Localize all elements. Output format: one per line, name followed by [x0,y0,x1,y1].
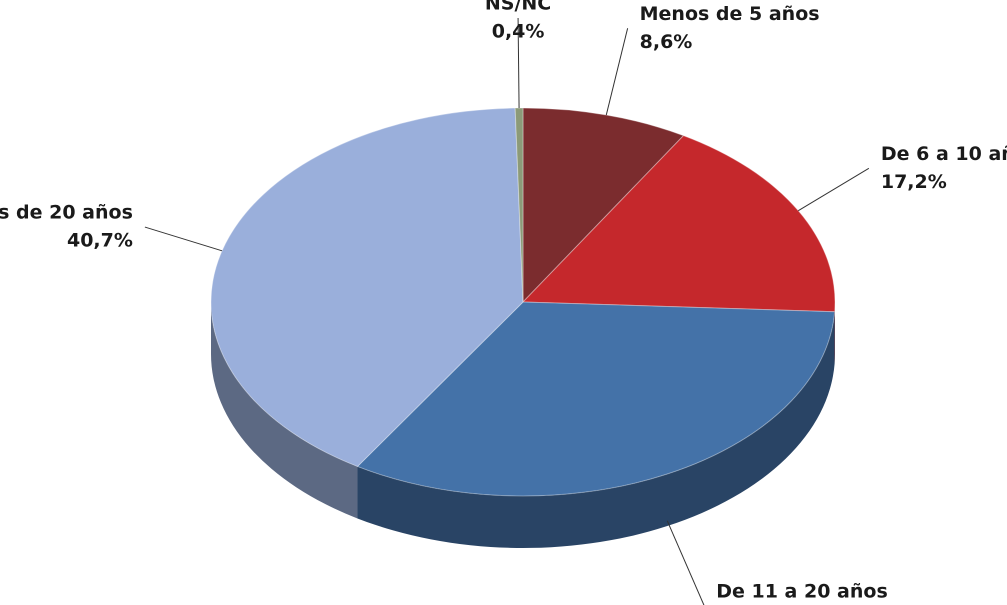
slice-side [211,302,358,519]
slice-label: Más de 20 años [0,202,133,224]
value-label: 8,6% [640,31,693,53]
value-label: 40,7% [67,230,133,252]
leader-line [605,28,629,116]
slice-label: NS/NC [485,0,551,15]
slice [356,301,836,497]
leader-line [144,226,223,252]
value-label: 0,4% [492,21,545,43]
slice [522,107,685,304]
slice [210,107,524,468]
leader-line [517,18,520,109]
slice-side [357,311,835,549]
slice-label: De 11 a 20 años [716,580,888,602]
slice-label: De 6 a 10 años [881,143,1007,165]
slice-label: Menos de 5 años [640,3,820,25]
value-label: 17,2% [881,171,947,193]
slice [521,135,836,313]
leader-line [798,167,870,212]
leader-line [666,520,705,605]
